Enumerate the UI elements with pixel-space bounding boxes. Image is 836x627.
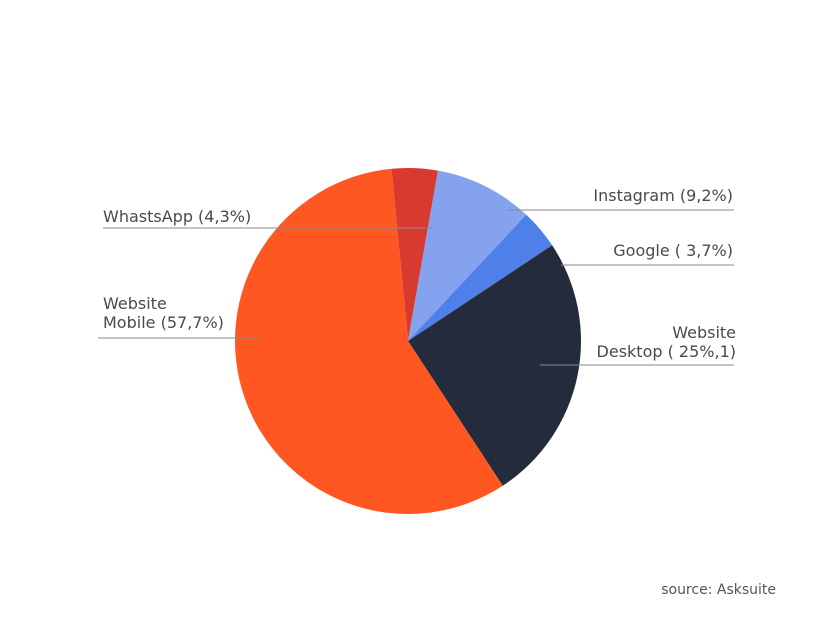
pie-slice-instagram bbox=[408, 170, 527, 341]
pie-slice-mobile bbox=[234, 168, 503, 515]
slice-label-desktop-line2: Desktop ( 25%,1) bbox=[597, 342, 736, 361]
source-note: source: Asksuite bbox=[661, 582, 776, 598]
pie-slice-desktop bbox=[408, 245, 582, 486]
slice-label-desktop-line1: Website bbox=[672, 323, 736, 342]
leader-lines bbox=[98, 209, 734, 366]
slice-label-mobile-line2: Mobile (57,7%) bbox=[103, 313, 224, 332]
slice-labels: WhastsApp (4,3%) Instagram (9,2%) Google (… bbox=[103, 186, 736, 361]
slice-label-whatsapp: WhastsApp (4,3%) bbox=[103, 207, 251, 226]
pie-slice-google bbox=[408, 214, 553, 341]
slice-label-mobile-line1: Website bbox=[103, 294, 167, 313]
slice-label-google: Google ( 3,7%) bbox=[613, 241, 733, 260]
pie-slices bbox=[234, 168, 582, 515]
pie-slice-whatsapp bbox=[391, 168, 438, 341]
slice-label-instagram: Instagram (9,2%) bbox=[593, 186, 733, 205]
